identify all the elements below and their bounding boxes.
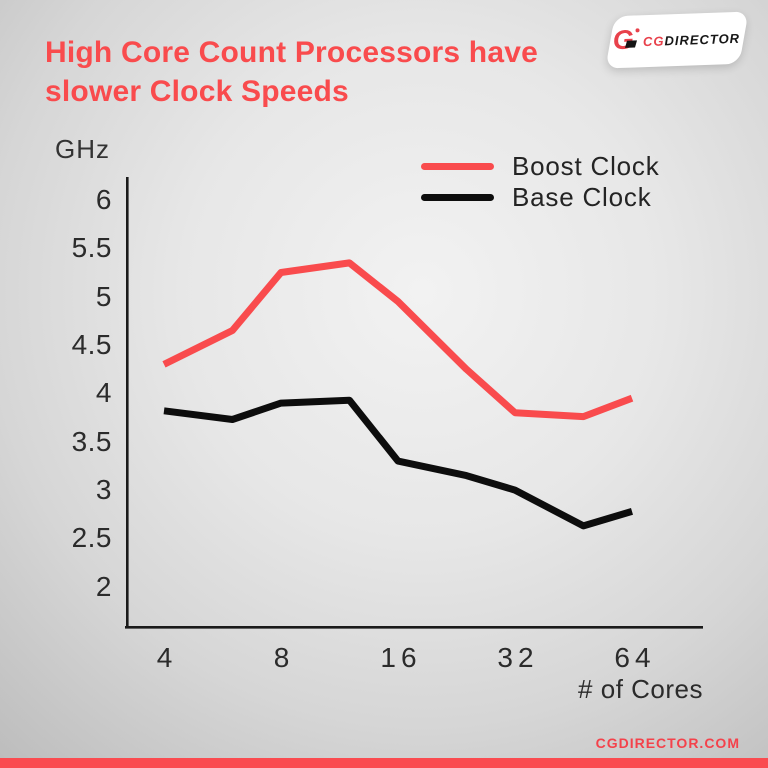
- legend-swatch: [421, 194, 494, 201]
- g-black-wedge: [625, 39, 638, 48]
- y-tick-label-2: 2: [95, 570, 112, 602]
- chart-title-line2: slower Clock Speeds: [45, 75, 349, 108]
- chart-series-group: [162, 259, 634, 530]
- series-line-base-clock: [163, 396, 634, 530]
- series-line-boost-clock: [162, 259, 634, 421]
- x-axis-label: # of Cores: [578, 674, 703, 704]
- y-tick-label-3: 3: [95, 474, 112, 506]
- legend-row-boost-clock: Boost Clock: [421, 151, 660, 182]
- legend-row-base-clock: Base Clock: [421, 182, 660, 213]
- cgdirector-logo: G CGDIRECTOR: [605, 11, 749, 69]
- brand-cg: CG: [643, 32, 666, 49]
- chart-title-line1: High Core Count Processors have: [45, 36, 538, 69]
- chart-title: High Core Count Processors have slower C…: [45, 33, 538, 111]
- axes-lines: [125, 177, 703, 629]
- footer-accent-bar: [0, 758, 768, 768]
- y-tick-label-4.5: 4.5: [71, 329, 112, 361]
- x-tick-label-16: 16: [380, 642, 422, 673]
- y-axis-unit-label: GHz: [55, 134, 110, 164]
- x-tick-label-64: 64: [614, 642, 656, 673]
- cgdirector-logo-content: G CGDIRECTOR: [613, 24, 741, 55]
- footer-site-label: CGDIRECTOR.COM: [595, 735, 740, 751]
- y-tick-label-4: 4: [95, 377, 112, 409]
- legend-label: Boost Clock: [512, 151, 660, 181]
- y-tick-label-3.5: 3.5: [71, 425, 112, 457]
- cgdirector-g-icon: G: [613, 24, 641, 56]
- x-tick-label-4: 4: [156, 642, 178, 673]
- y-tick-label-5.5: 5.5: [71, 232, 112, 264]
- legend-swatch: [421, 163, 494, 170]
- legend: Boost Clock Base Clock: [421, 151, 660, 213]
- brand-director: DIRECTOR: [664, 30, 741, 48]
- g-red-dot: [635, 27, 641, 32]
- legend-label: Base Clock: [512, 182, 652, 212]
- x-tick-label-32: 32: [497, 642, 539, 673]
- brand-wordmark: CGDIRECTOR: [643, 30, 741, 48]
- y-tick-label-2.5: 2.5: [71, 522, 112, 554]
- y-tick-label-6: 6: [95, 184, 112, 215]
- x-tick-label-8: 8: [273, 642, 295, 673]
- y-tick-label-5: 5: [95, 280, 112, 312]
